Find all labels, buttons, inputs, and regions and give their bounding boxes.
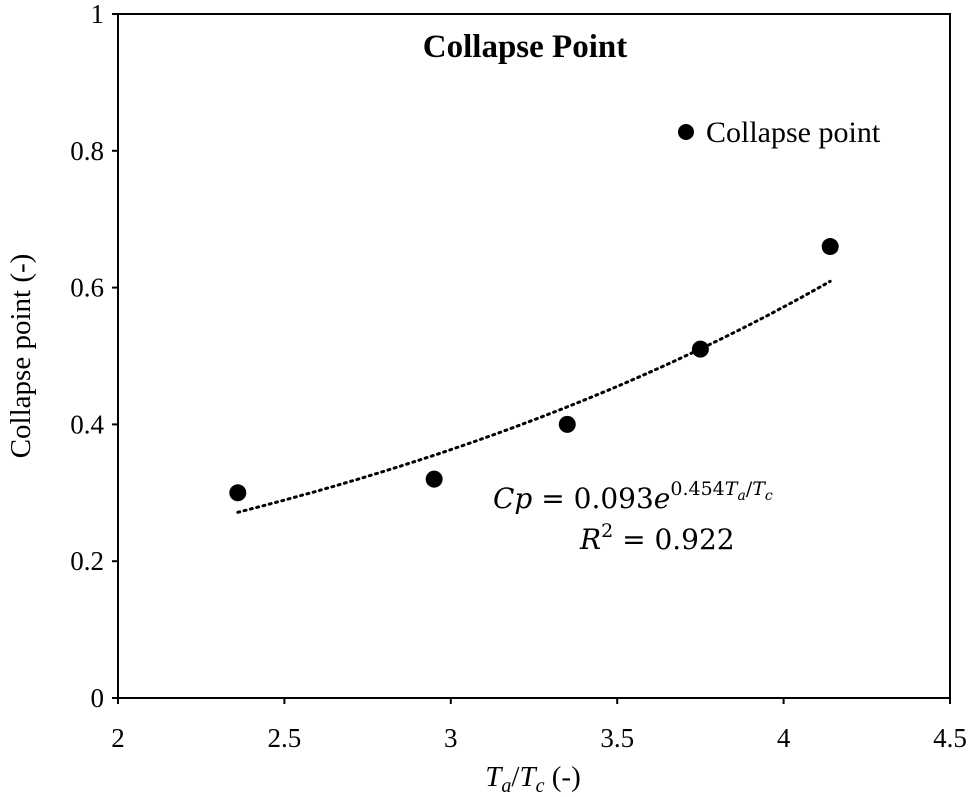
y-axis-title: Collapse point (-) (5, 254, 37, 459)
eq-coef: 0.093 (574, 482, 654, 515)
y-tick-label: 0.2 (70, 546, 104, 576)
eq-exp-c: c (765, 488, 773, 504)
y-tick-label: 0 (91, 683, 105, 713)
y-axis-ticks: 0 0.2 0.4 0.6 0.8 1 (70, 0, 118, 713)
x-title-slash: / (511, 761, 520, 793)
trendline (236, 279, 832, 514)
y-tick-label: 0.8 (70, 136, 104, 166)
x-title-T: T (485, 761, 503, 793)
y-tick-label: 1 (91, 0, 105, 29)
y-tick-label: 0.6 (70, 273, 104, 303)
x-title-c: c (536, 775, 545, 797)
trendline-path (236, 279, 832, 514)
trendline-equation: Cp = 0.093e0.454Ta/Tc R2 = 0.922 (493, 478, 773, 556)
eq-exp-T1: T (725, 478, 739, 500)
r2-sup: 2 (601, 520, 613, 542)
eq-exp-num: 0.454 (670, 478, 724, 500)
x-tick-label: 3 (444, 723, 458, 753)
eq-exp-slash: / (746, 478, 753, 500)
data-points (229, 238, 839, 502)
x-axis-title: Ta/Tc (-) (485, 761, 580, 797)
x-tick-label: 3.5 (600, 723, 634, 753)
x-axis-ticks: 2 2.5 3 3.5 4 4.5 (111, 698, 967, 753)
data-point (229, 484, 247, 502)
x-title-T2: T (519, 761, 537, 793)
x-tick-label: 4 (777, 723, 791, 753)
data-point (821, 238, 839, 256)
legend-marker (678, 124, 694, 140)
data-point (558, 415, 576, 433)
svg-text:Cp = 0.093e0.454Ta/Tc: Cp = 0.093e0.454Ta/Tc (493, 478, 773, 515)
data-point (425, 470, 443, 488)
eq-lhs: Cp (493, 482, 532, 515)
plot-area-frame (117, 13, 951, 699)
chart-title: Collapse Point (423, 29, 627, 65)
eq-e: e (654, 482, 671, 515)
x-tick-label: 4.5 (933, 723, 967, 753)
svg-text:R2 = 0.922: R2 = 0.922 (579, 520, 735, 556)
r2-R: R (579, 523, 601, 556)
eq-exp-a: a (737, 488, 745, 504)
x-title-a: a (501, 775, 511, 797)
x-title-unit: (-) (545, 761, 581, 793)
eq-equals: = (532, 482, 573, 515)
x-tick-label: 2.5 (268, 723, 302, 753)
data-point (691, 340, 709, 358)
legend-label: Collapse point (706, 116, 881, 149)
legend: Collapse point (678, 116, 881, 149)
eq-exp-T2: T (752, 478, 766, 500)
y-tick-label: 0.4 (70, 409, 104, 439)
r2-rest: = 0.922 (613, 523, 734, 556)
x-tick-label: 2 (111, 723, 125, 753)
